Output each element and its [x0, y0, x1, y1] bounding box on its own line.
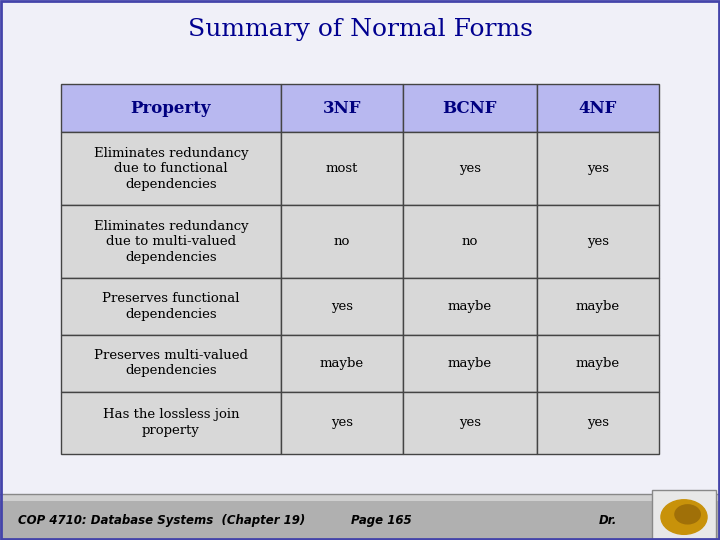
Text: no: no [462, 235, 478, 248]
Text: maybe: maybe [576, 300, 620, 313]
Bar [61, 392, 281, 454]
Text: COP 4710: Database Systems  (Chapter 19): COP 4710: Database Systems (Chapter 19) [18, 514, 305, 527]
Bar [537, 132, 659, 205]
Circle shape [661, 500, 707, 535]
Circle shape [675, 505, 701, 524]
Bar [281, 392, 402, 454]
Bar [61, 132, 281, 205]
Bar [281, 205, 402, 278]
Text: Preserves functional
dependencies: Preserves functional dependencies [102, 292, 240, 321]
Bar [402, 335, 537, 392]
Text: maybe: maybe [448, 300, 492, 313]
Bar [402, 205, 537, 278]
Text: BCNF: BCNF [443, 99, 497, 117]
Text: no: no [333, 235, 350, 248]
Bar [537, 84, 659, 132]
Text: yes: yes [587, 416, 609, 429]
Text: 3NF: 3NF [323, 99, 361, 117]
Text: Has the lossless join
property: Has the lossless join property [103, 408, 239, 437]
Text: maybe: maybe [576, 356, 620, 370]
Bar [402, 84, 537, 132]
Bar [281, 132, 402, 205]
Bar [402, 278, 537, 335]
Text: yes: yes [587, 162, 609, 176]
Bar [281, 84, 402, 132]
Bar [537, 335, 659, 392]
Text: Property: Property [131, 99, 211, 117]
Text: Eliminates redundancy
due to functional
dependencies: Eliminates redundancy due to functional … [94, 147, 248, 191]
Bar [0, 494, 720, 501]
Bar [537, 205, 659, 278]
Bar [652, 490, 716, 539]
Text: Eliminates redundancy
due to multi-valued
dependencies: Eliminates redundancy due to multi-value… [94, 220, 248, 264]
Text: maybe: maybe [320, 356, 364, 370]
Bar [61, 205, 281, 278]
Text: Dr.: Dr. [599, 514, 618, 527]
Text: 4NF: 4NF [579, 99, 617, 117]
Bar [281, 278, 402, 335]
Bar [537, 392, 659, 454]
Text: Preserves multi-valued
dependencies: Preserves multi-valued dependencies [94, 349, 248, 377]
Bar [281, 335, 402, 392]
Text: yes: yes [459, 416, 481, 429]
Bar [537, 278, 659, 335]
Text: most: most [325, 162, 358, 176]
Text: Summary of Normal Forms: Summary of Normal Forms [188, 18, 532, 41]
Text: yes: yes [587, 235, 609, 248]
Text: maybe: maybe [448, 356, 492, 370]
Text: Page 165: Page 165 [351, 514, 412, 527]
Bar [61, 84, 281, 132]
Text: yes: yes [330, 300, 353, 313]
Bar [61, 335, 281, 392]
Bar [0, 501, 720, 540]
Bar [402, 132, 537, 205]
Bar [402, 392, 537, 454]
Bar [61, 278, 281, 335]
Text: yes: yes [330, 416, 353, 429]
Text: yes: yes [459, 162, 481, 176]
